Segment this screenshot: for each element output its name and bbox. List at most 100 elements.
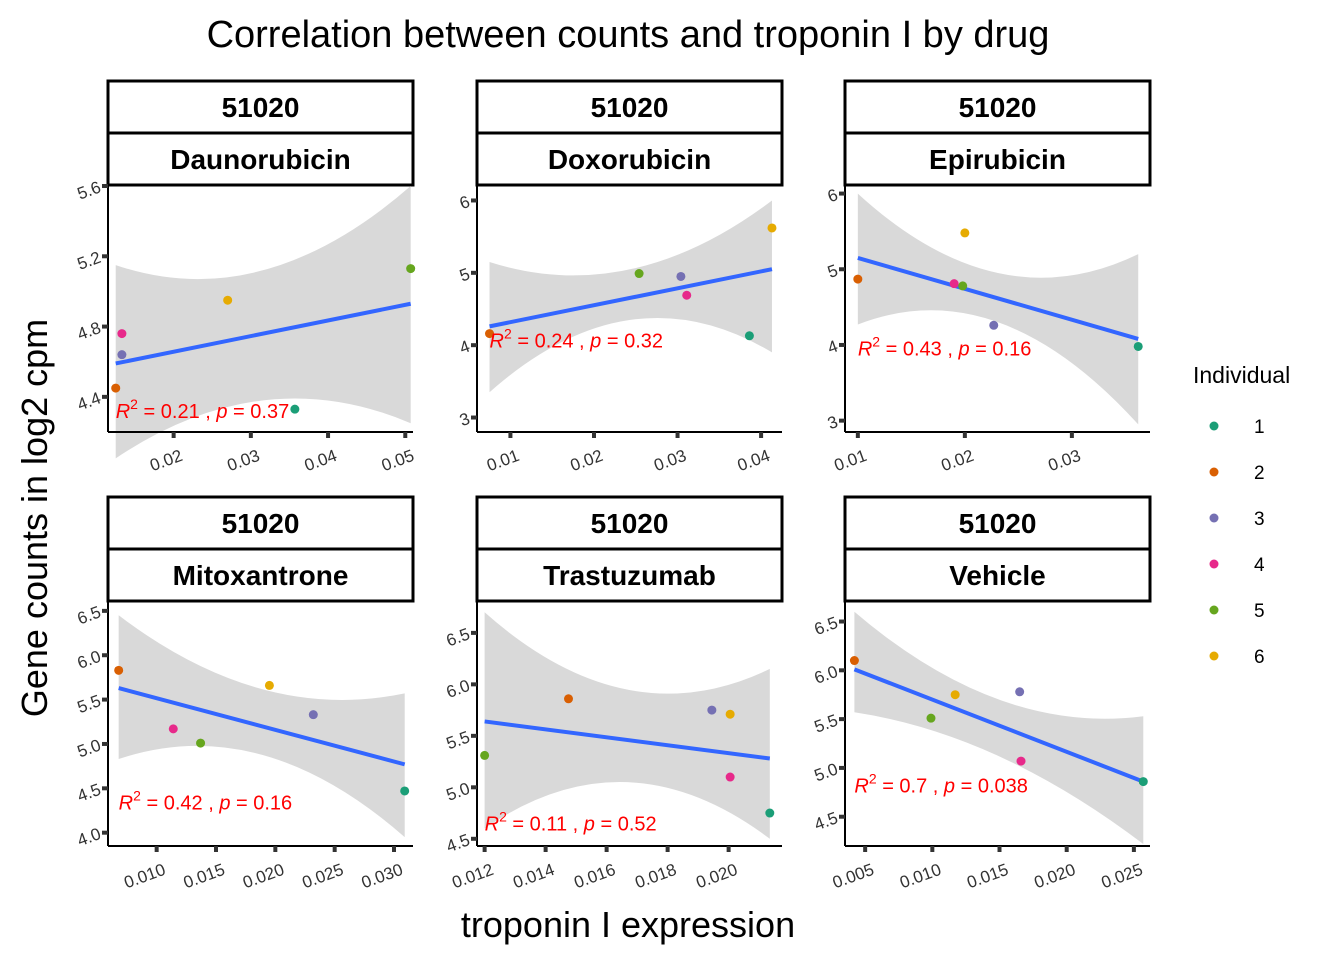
data-point-individual-3 [989,320,999,330]
regression-line [489,267,773,329]
stat-annotation: R2 = 0.24 , p = 0.32 [490,325,663,352]
strip-box-gene [106,79,415,135]
data-point-individual-1 [1138,777,1148,787]
strip-box-drug [475,131,784,187]
data-point-individual-6 [725,709,735,719]
data-point-individual-4 [1016,756,1026,766]
data-point-individual-1 [744,331,754,341]
data-point-individual-1 [765,808,775,818]
data-point-individual-6 [264,680,274,690]
x-axis-title: troponin I expression [461,904,795,945]
data-point-individual-2 [853,274,863,284]
stat-annotation: R2 = 0.11 , p = 0.52 [485,809,657,836]
data-point-individual-2 [114,665,124,675]
confidence-band [857,193,1139,425]
strip-label-gene: 51020 [591,508,669,539]
data-point-individual-5 [196,738,206,748]
confidence-band [484,612,770,839]
legend-title: Individual [1193,362,1290,388]
legend-label-4: 4 [1254,555,1265,576]
data-point-individual-1 [400,786,410,796]
regression-line [853,667,1145,784]
data-point-individual-5 [480,750,490,760]
strip-box-drug [106,131,415,187]
regression-line [857,255,1139,341]
data-point-individual-3 [308,710,318,720]
data-point-individual-3 [1015,687,1025,697]
strip-label-drug: Vehicle [949,560,1046,591]
legend: Individual 1 2 3 4 5 6 [1193,362,1290,668]
data-point-individual-6 [960,228,970,238]
strip-box-drug [106,547,415,603]
data-point-individual-3 [117,350,127,360]
legend-label-1: 1 [1254,417,1265,438]
stat-annotation: R2 = 0.43 , p = 0.16 [858,334,1031,361]
data-point-individual-4 [725,772,735,782]
strip-label-gene: 51020 [959,508,1037,539]
regression-line [118,686,406,767]
data-point-individual-5 [634,269,644,279]
strip-label-gene: 51020 [222,508,300,539]
y-axis-title: Gene counts in log2 cpm [14,319,55,717]
panel-mitoxantrone: 51020Mitoxantrone4.04.55.05.56.06.50.010… [75,495,415,892]
legend-key-4 [1209,559,1219,569]
legend-key-1 [1209,421,1219,431]
legend-key-3 [1209,513,1219,523]
strip-label-drug: Epirubicin [929,144,1066,175]
data-point-individual-1 [290,404,300,414]
data-point-individual-2 [564,694,573,704]
data-point-individual-2 [111,383,121,393]
strip-label-drug: Daunorubicin [170,144,350,175]
legend-key-2 [1209,467,1219,477]
data-point-individual-4 [949,279,959,289]
regression-line [484,719,771,761]
data-point-individual-6 [950,690,960,700]
stat-annotation: R2 = 0.21 , p = 0.37 [116,396,289,423]
chart-title: Correlation between counts and troponin … [207,14,1050,56]
data-point-individual-1 [1133,341,1143,351]
data-point-individual-5 [406,264,416,274]
stat-annotation: R2 = 0.7 , p = 0.038 [854,770,1027,797]
strip-label-drug: Doxorubicin [548,144,711,175]
strip-label-drug: Trastuzumab [543,560,716,591]
data-point-individual-5 [926,713,936,723]
strip-box-drug [843,547,1152,603]
data-point-individual-4 [117,329,127,339]
data-point-individual-4 [168,724,178,734]
data-point-individual-2 [485,329,495,339]
strip-box-gene [475,495,784,551]
legend-label-6: 6 [1254,647,1265,668]
confidence-band [854,611,1144,845]
confidence-band [115,186,411,459]
data-point-individual-3 [676,271,686,281]
data-point-individual-6 [223,295,233,305]
legend-label-5: 5 [1254,601,1265,622]
legend-items: 1 2 3 4 5 6 [1209,417,1265,668]
legend-label-3: 3 [1254,509,1265,530]
strip-box-drug [475,547,784,603]
stat-annotation: R2 = 0.42 , p = 0.16 [119,788,292,815]
regression-line [115,301,412,366]
data-point-individual-6 [767,223,777,233]
legend-key-5 [1209,605,1219,615]
strip-box-gene [475,79,784,135]
strip-label-gene: 51020 [959,92,1037,123]
strip-box-gene [843,495,1152,551]
legend-key-6 [1209,651,1219,661]
data-point-individual-3 [707,705,717,715]
strip-box-drug [843,131,1152,187]
data-point-individual-4 [682,290,692,300]
data-point-individual-5 [958,281,968,291]
strip-label-drug: Mitoxantrone [173,560,349,591]
legend-label-2: 2 [1254,463,1265,484]
strip-label-gene: 51020 [222,92,300,123]
strip-label-gene: 51020 [591,92,669,123]
data-point-individual-2 [849,656,859,666]
